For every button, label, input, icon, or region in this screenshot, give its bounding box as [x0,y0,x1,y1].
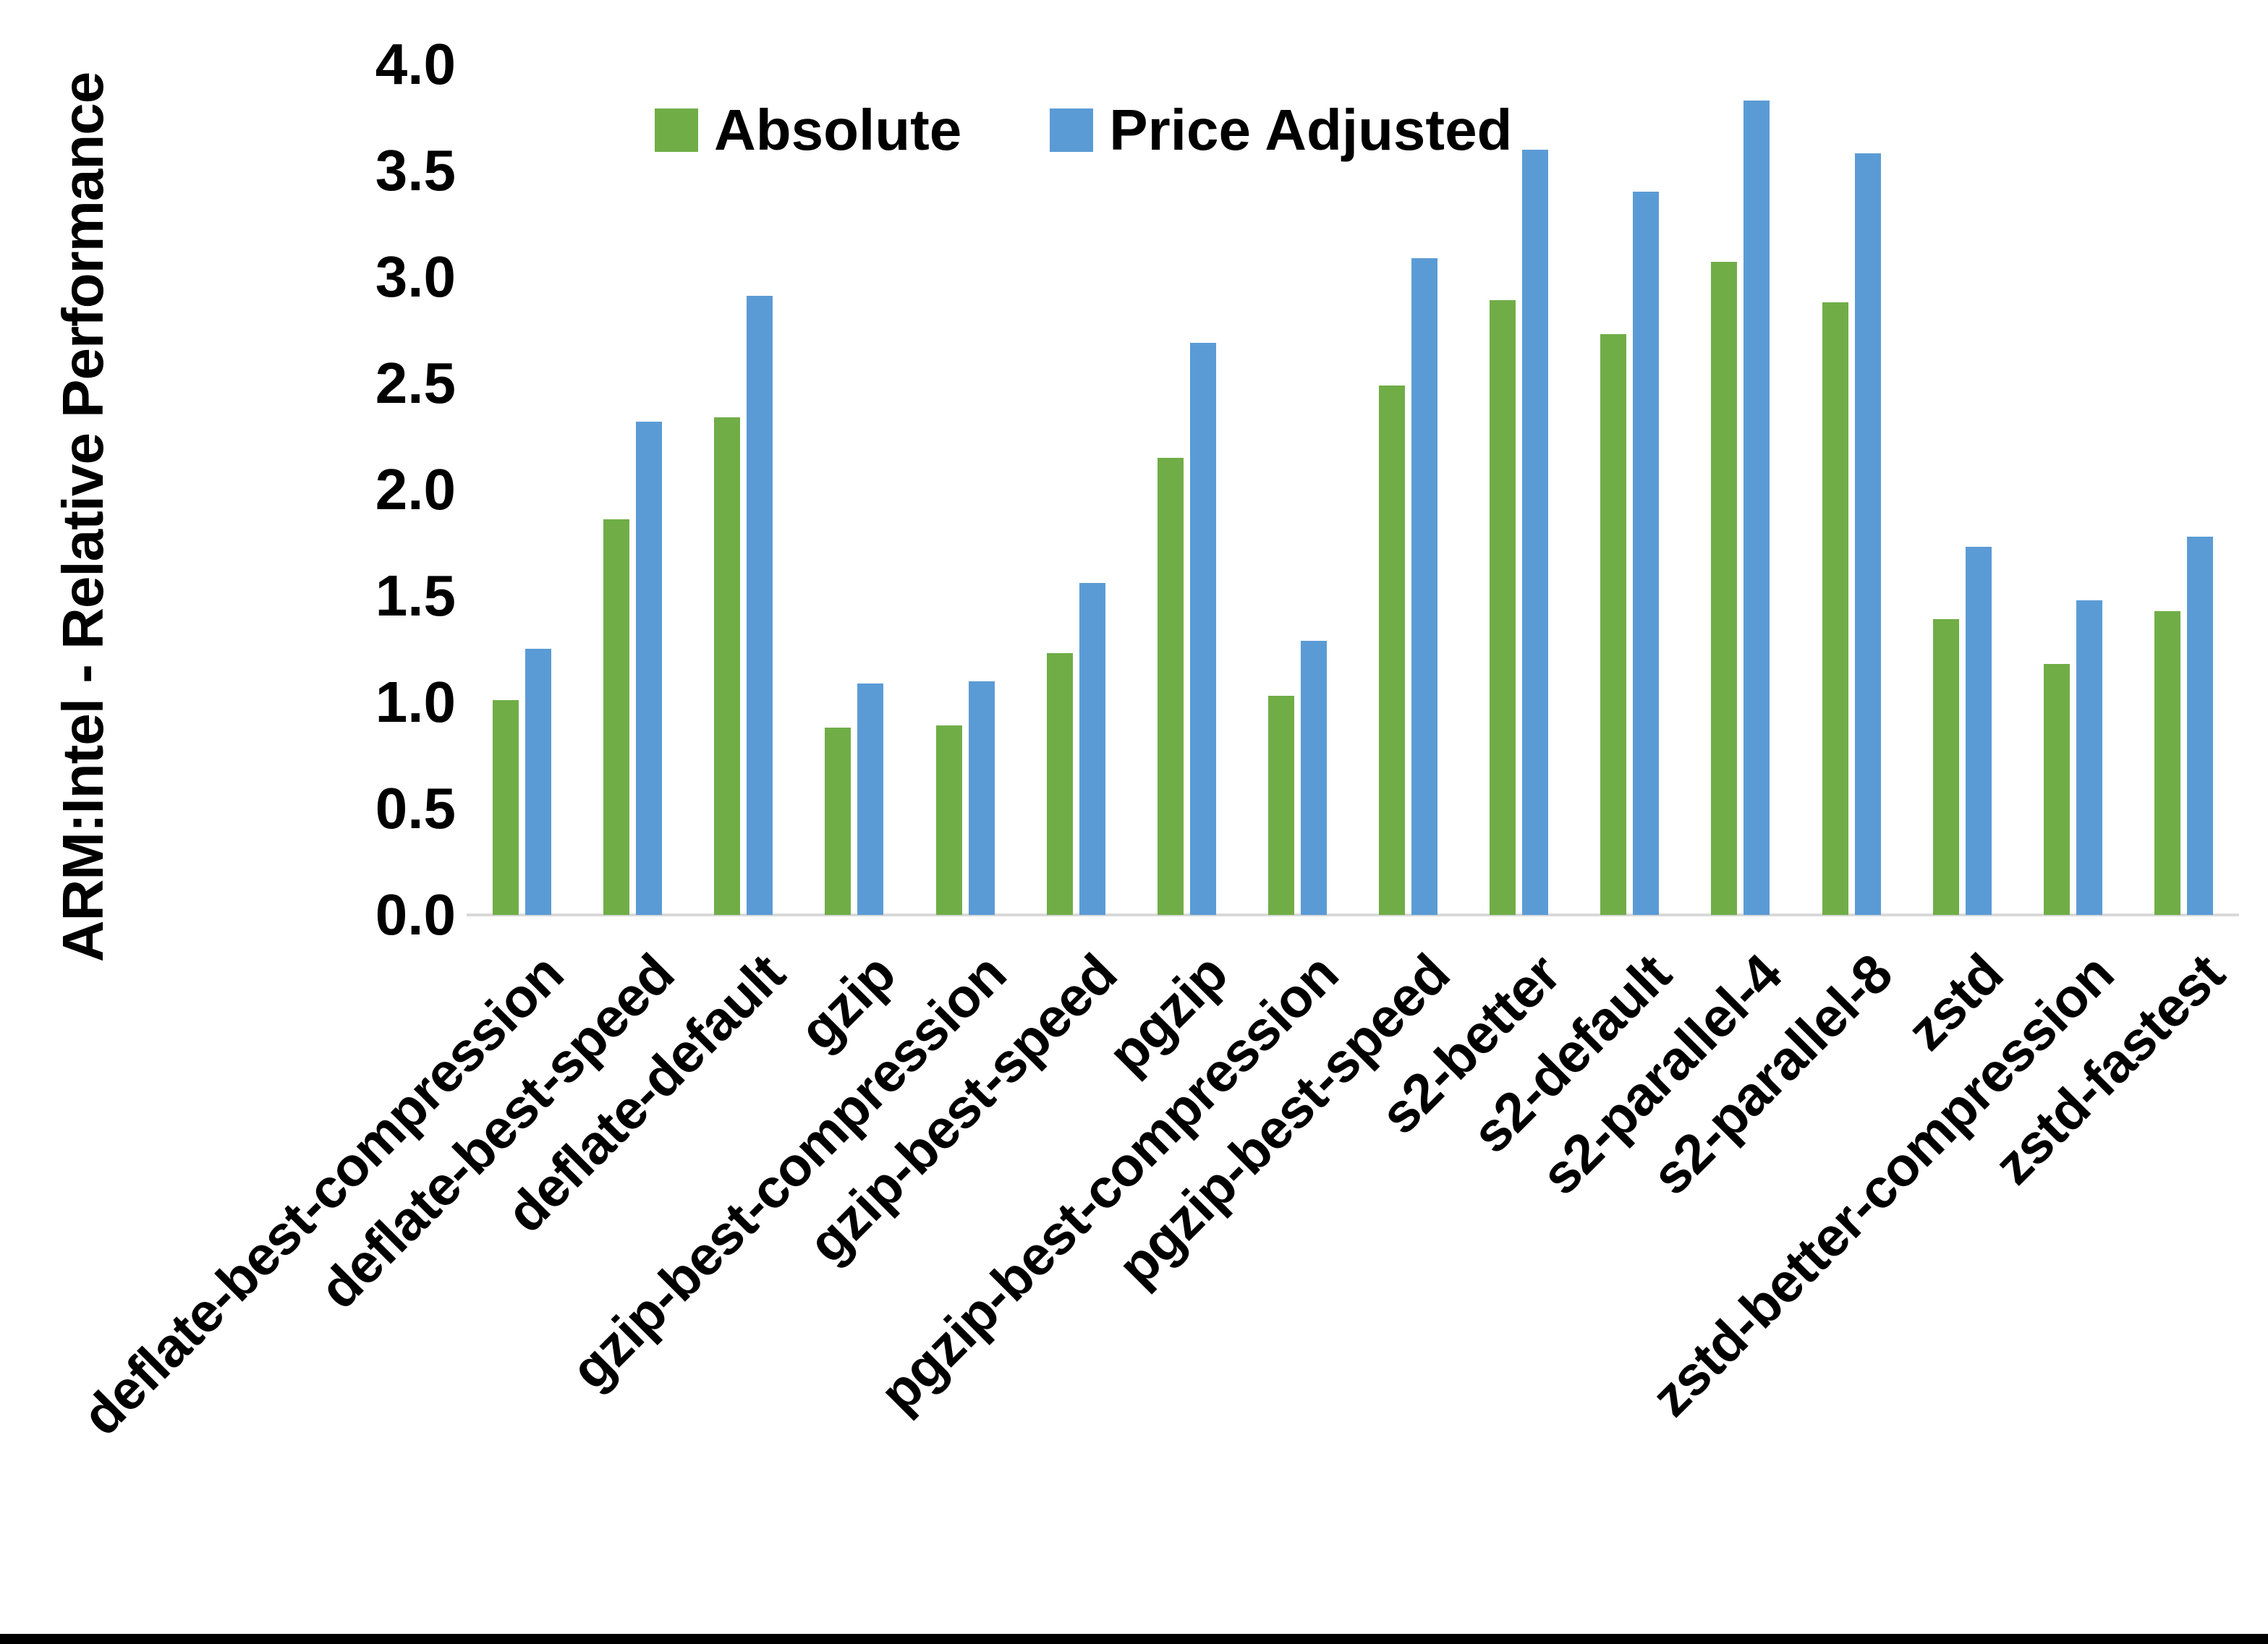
bar-absolute-zstd [1932,619,1959,915]
bar-absolute-deflate-best-speed [603,519,630,915]
bar-absolute-pgzip-best-speed [1379,386,1406,915]
y-tick-label-1.0: 1.0 [375,670,456,734]
bar-price-adjusted-s2-default [1633,192,1660,915]
bar-price-adjusted-s2-parallel-8 [1854,153,1881,915]
bar-absolute-deflate-best-compression [493,700,519,915]
y-tick-label-2.0: 2.0 [375,457,456,521]
bar-price-adjusted-s2-parallel-4 [1744,101,1770,915]
legend-swatch-absolute [655,108,698,152]
bar-absolute-s2-default [1600,334,1627,915]
bar-absolute-pgzip-best-compression [1267,696,1294,915]
x-axis-line [467,913,2239,916]
bar-absolute-s2-parallel-8 [1822,302,1848,915]
bar-price-adjusted-s2-better [1522,150,1549,915]
bar-absolute-gzip-best-speed [1046,653,1073,915]
bar-price-adjusted-gzip [857,683,884,915]
bar-absolute-s2-parallel-4 [1711,262,1738,915]
legend-label-absolute: Absolute [714,98,962,162]
y-tick-label-3.0: 3.0 [375,244,456,309]
bar-price-adjusted-deflate-best-compression [525,649,552,915]
bar-absolute-s2-better [1490,300,1516,915]
bar-price-adjusted-pgzip-best-compression [1300,641,1327,915]
legend-swatch-price-adjusted [1050,108,1094,152]
bar-price-adjusted-deflate-default [747,296,773,915]
bar-absolute-pgzip [1157,458,1184,915]
bar-price-adjusted-pgzip-best-speed [1411,258,1438,915]
y-tick-label-2.5: 2.5 [375,351,456,415]
y-tick-label-0.0: 0.0 [375,882,456,947]
bar-absolute-zstd-better-compression [2043,664,2070,915]
bar-price-adjusted-zstd-better-compression [2076,600,2102,915]
bar-price-adjusted-gzip-best-compression [968,681,995,915]
bar-price-adjusted-deflate-best-speed [636,422,663,915]
bar-price-adjusted-zstd [1965,547,1992,915]
y-tick-label-0.5: 0.5 [375,776,456,840]
legend: Absolute Price Adjusted [655,98,1513,162]
y-tick-label-1.5: 1.5 [375,563,456,628]
y-tick-label-3.5: 3.5 [375,138,456,203]
bar-price-adjusted-gzip-best-speed [1079,583,1105,915]
figure-bottom-border [0,1634,2268,1644]
legend-label-price-adjusted: Price Adjusted [1109,98,1513,162]
bar-price-adjusted-zstd-fastest [2186,537,2213,915]
bar-price-adjusted-pgzip [1189,343,1216,915]
bar-absolute-gzip-best-compression [935,725,962,915]
bar-absolute-deflate-default [714,417,741,915]
y-tick-label-4.0: 4.0 [375,32,456,96]
bar-absolute-zstd-fastest [2154,611,2180,915]
bar-absolute-gzip [825,728,851,915]
